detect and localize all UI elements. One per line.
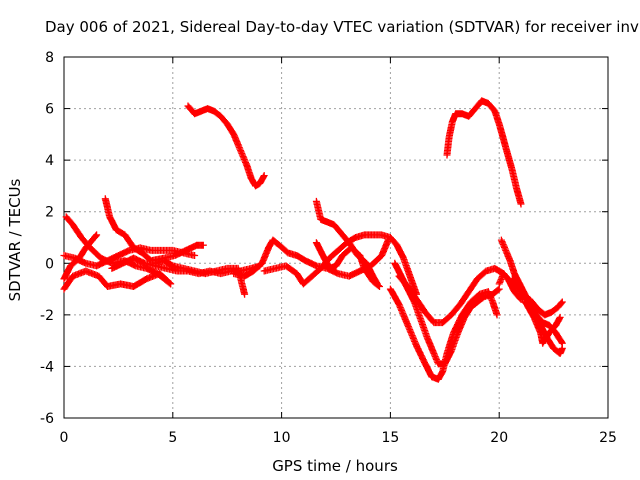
series-arc-8 [230, 236, 392, 280]
marker-trace [260, 231, 420, 298]
x-tick-label: 15 [381, 430, 399, 446]
y-tick-label: 2 [45, 205, 54, 221]
series-arc-19 [184, 102, 268, 190]
x-tick-label: 0 [60, 430, 69, 446]
grid-lines [64, 57, 608, 418]
chart-title: Day 006 of 2021, Sidereal Day-to-day VTE… [45, 18, 640, 36]
marker-trace [521, 298, 564, 347]
y-tick-label: 8 [45, 50, 54, 66]
x-axis-label: GPS time / hours [272, 457, 398, 475]
series-arc-11 [312, 239, 383, 290]
marker-trace [60, 267, 175, 293]
x-tick-label: 25 [599, 430, 617, 446]
series-arc-7 [151, 257, 249, 298]
series-arc-3 [60, 267, 175, 293]
marker-trace [151, 257, 249, 298]
y-tick-label: -6 [40, 411, 54, 427]
x-tick-label: 20 [490, 430, 508, 446]
series-arc-13 [386, 285, 501, 383]
series-arc-16 [497, 236, 566, 357]
marker-trace [395, 264, 508, 327]
series-arc-20 [443, 97, 525, 208]
y-axis-label: SDTVAR / TECUs [6, 178, 24, 301]
plot-frame [63, 56, 609, 419]
axis-ticks: 0 5 10 15 20 25 -6 -4 -2 0 2 4 6 8 [40, 50, 617, 446]
x-tick-label: 5 [168, 430, 177, 446]
marker-trace [497, 236, 566, 357]
y-tick-label: 0 [45, 256, 54, 272]
marker-trace [230, 236, 392, 280]
series-arc-9 [260, 231, 420, 298]
y-tick-label: -4 [40, 359, 54, 375]
marker-trace [312, 239, 383, 290]
y-tick-label: -2 [40, 308, 54, 324]
marker-trace [184, 102, 268, 190]
marker-trace [386, 285, 501, 383]
marker-trace [443, 97, 525, 208]
series-arc-14 [395, 264, 508, 327]
marker-trace [60, 244, 199, 270]
y-tick-label: 4 [45, 153, 54, 169]
series-arc-18 [521, 298, 564, 347]
y-tick-label: 6 [45, 102, 54, 118]
x-tick-label: 10 [273, 430, 291, 446]
data-markers [60, 97, 566, 383]
series-arc-5 [60, 244, 199, 270]
